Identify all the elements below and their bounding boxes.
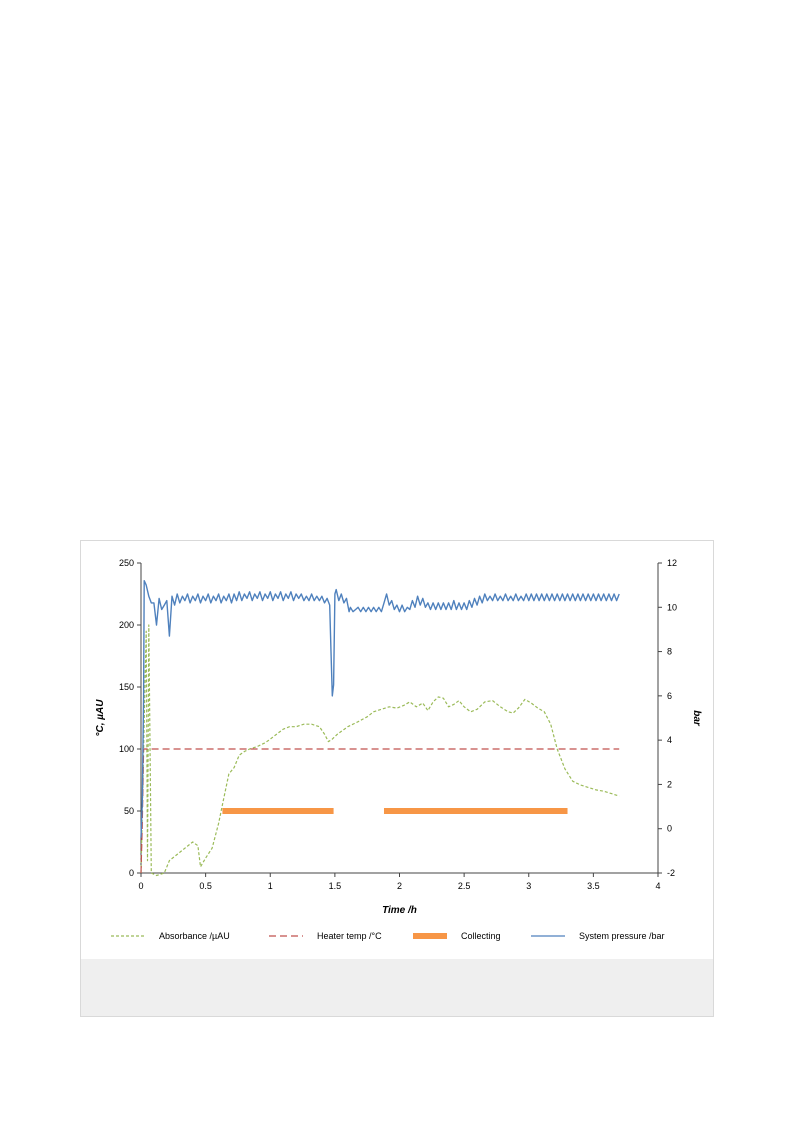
y-right-tick-label: 4 bbox=[667, 735, 672, 745]
figure-box: 0 0.5 1 1.5 2 2.5 3 3.5 4 0 50 100 150 200 250 -2 0 2 4 6 8 1… bbox=[80, 540, 714, 1017]
y-left-tick-label: 50 bbox=[124, 806, 134, 816]
y-left-tick-label: 250 bbox=[119, 558, 134, 568]
y-left-tick-label: 150 bbox=[119, 682, 134, 692]
legend-label: Heater temp /°C bbox=[317, 931, 382, 941]
y-right-tick-label: -2 bbox=[667, 868, 675, 878]
caption-band bbox=[81, 959, 713, 1016]
x-tick-label: 2.5 bbox=[458, 881, 471, 891]
x-tick-label: 0.5 bbox=[199, 881, 212, 891]
y-right-tick-label: 2 bbox=[667, 779, 672, 789]
x-tick-label: 3 bbox=[526, 881, 531, 891]
y-axis-right-title: bar bbox=[691, 710, 702, 727]
x-tick-label: 1 bbox=[268, 881, 273, 891]
x-tick-label: 4 bbox=[655, 881, 660, 891]
legend-label: System pressure /bar bbox=[579, 931, 665, 941]
y-left-tick-label: 100 bbox=[119, 744, 134, 754]
x-axis-title: Time /h bbox=[382, 905, 417, 916]
legend-label: Collecting bbox=[461, 931, 501, 941]
y-right-tick-label: 10 bbox=[667, 602, 677, 612]
x-tick-label: 3.5 bbox=[587, 881, 600, 891]
y-right-tick-label: 6 bbox=[667, 691, 672, 701]
series-line-3 bbox=[140, 580, 620, 838]
series-line-0 bbox=[140, 624, 620, 877]
legend: Absorbance /µAU Heater temp /°C Collecting… bbox=[111, 931, 665, 941]
legend-label: Absorbance /µAU bbox=[159, 931, 230, 941]
y-left-tick-label: 200 bbox=[119, 620, 134, 630]
y-right-tick-label: 0 bbox=[667, 824, 672, 834]
chart: 0 0.5 1 1.5 2 2.5 3 3.5 4 0 50 100 150 200 250 -2 0 2 4 6 8 1… bbox=[95, 558, 702, 941]
x-tick-label: 2 bbox=[397, 881, 402, 891]
x-tick-label: 1.5 bbox=[329, 881, 342, 891]
y-right-tick-label: 8 bbox=[667, 647, 672, 657]
tick-labels: 0 0.5 1 1.5 2 2.5 3 3.5 4 0 50 100 150 200 250 -2 0 2 4 6 8 1… bbox=[119, 558, 677, 891]
series-layer bbox=[140, 580, 620, 877]
y-axis-left-title: °C, µAU bbox=[95, 699, 106, 737]
y-left-tick-label: 0 bbox=[129, 868, 134, 878]
x-tick-label: 0 bbox=[138, 881, 143, 891]
y-right-tick-label: 12 bbox=[667, 558, 677, 568]
